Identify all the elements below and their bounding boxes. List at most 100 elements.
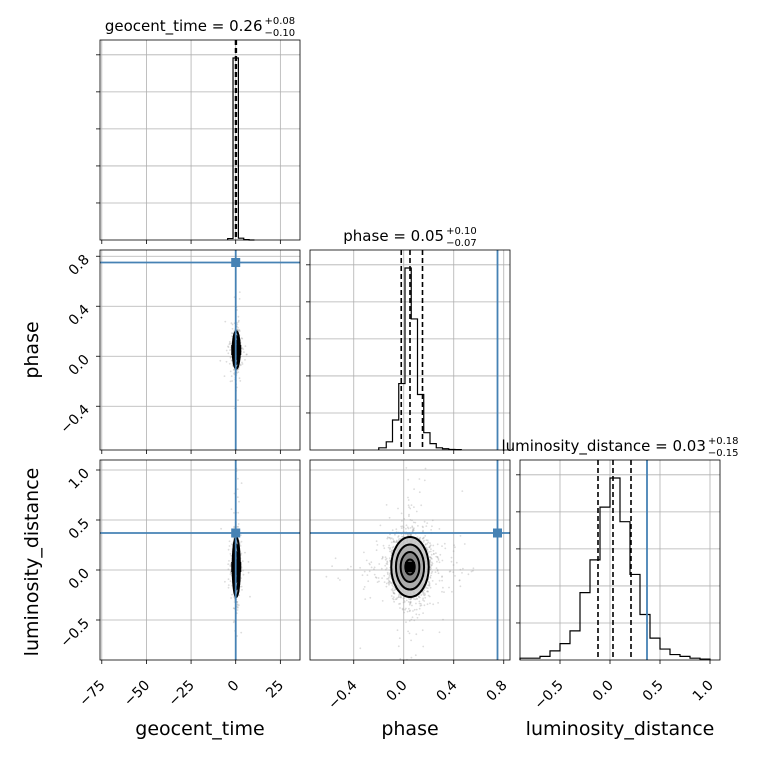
- sample-point: [430, 564, 432, 566]
- sample-point: [405, 467, 408, 469]
- sample-point: [410, 639, 412, 642]
- sample-point: [359, 647, 362, 650]
- y-tick-label: 0.0: [66, 566, 93, 593]
- sample-point: [425, 586, 428, 589]
- title-superscript: +0.18: [708, 436, 739, 447]
- sample-point: [381, 600, 384, 602]
- sample-point: [428, 581, 431, 583]
- sample-point: [422, 529, 424, 532]
- sample-point: [388, 574, 391, 577]
- sample-point: [368, 562, 371, 565]
- sample-point: [410, 504, 413, 506]
- sample-point: [388, 576, 390, 579]
- sample-point: [373, 573, 376, 576]
- x-tick-label: 1.0: [690, 678, 717, 705]
- sample-point: [426, 548, 429, 551]
- sample-point: [411, 604, 413, 607]
- sample-point: [443, 542, 446, 545]
- sample-point: [406, 526, 409, 529]
- sample-point: [427, 594, 430, 597]
- sample-point: [373, 566, 376, 569]
- sample-point: [432, 544, 435, 547]
- sample-point: [424, 535, 427, 537]
- sample-point: [390, 541, 393, 544]
- sample-point: [407, 504, 410, 507]
- sample-point: [452, 564, 455, 566]
- sample-point: [421, 525, 424, 528]
- sample-point: [441, 575, 443, 578]
- sample-point: [392, 541, 395, 543]
- sample-point: [438, 561, 441, 564]
- sample-point: [397, 507, 399, 510]
- sample-point: [425, 539, 428, 542]
- truth-marker: [231, 528, 241, 538]
- sample-point: [431, 561, 433, 564]
- sample-point: [229, 380, 232, 383]
- sample-point: [398, 603, 400, 605]
- sample-point: [415, 602, 417, 605]
- sample-point: [350, 565, 352, 568]
- sample-point: [387, 577, 390, 580]
- sample-point: [437, 602, 439, 604]
- sample-point: [413, 619, 416, 622]
- truth-marker: [231, 258, 241, 267]
- sample-point: [401, 536, 404, 538]
- x-tick-label: −25: [166, 678, 198, 710]
- sample-point: [384, 556, 387, 559]
- sample-point: [393, 589, 396, 592]
- sample-point: [413, 527, 415, 530]
- sample-point: [401, 520, 403, 522]
- sample-point: [449, 570, 452, 572]
- sample-point: [405, 621, 407, 623]
- sample-point: [431, 564, 433, 566]
- sample-point: [437, 572, 440, 575]
- sample-point: [413, 529, 415, 531]
- histogram-geocent_time: [227, 57, 255, 241]
- sample-point: [435, 552, 437, 555]
- sample-point: [395, 598, 398, 600]
- sample-point: [241, 560, 244, 562]
- sample-point: [244, 551, 246, 554]
- sample-point: [408, 597, 410, 600]
- sample-point: [400, 596, 402, 599]
- sample-point: [237, 371, 240, 373]
- sample-point: [241, 589, 243, 591]
- sample-point: [230, 356, 233, 359]
- sample-point: [403, 611, 406, 614]
- sample-point: [408, 603, 411, 606]
- sample-point: [438, 579, 441, 582]
- sample-point: [389, 559, 391, 562]
- sample-point: [393, 600, 395, 603]
- x-axis-label-geocent-time: geocent_time: [135, 718, 264, 740]
- sample-point: [430, 557, 433, 560]
- sample-point: [462, 567, 464, 570]
- title-subscript: −0.15: [708, 448, 739, 459]
- sample-point: [236, 601, 239, 604]
- sample-point: [237, 315, 240, 318]
- sample-point: [428, 583, 431, 586]
- sample-point: [236, 369, 239, 372]
- sample-point: [428, 556, 431, 558]
- sample-point: [422, 526, 424, 529]
- sample-point: [231, 335, 233, 337]
- sample-point: [405, 607, 407, 610]
- sample-point: [249, 595, 251, 598]
- sample-point: [236, 488, 239, 490]
- sample-point: [376, 581, 379, 583]
- sample-point: [401, 535, 403, 538]
- diagonal-panel-luminosity_distance: [519, 459, 721, 661]
- sample-point: [402, 526, 405, 529]
- sample-point: [383, 581, 386, 583]
- sample-point: [231, 323, 234, 326]
- sample-point: [242, 569, 245, 572]
- sample-point: [389, 536, 391, 539]
- sample-point: [384, 558, 387, 561]
- sample-point: [408, 632, 411, 635]
- sample-point: [426, 522, 429, 524]
- sample-point: [402, 597, 405, 600]
- sample-point: [392, 585, 395, 588]
- sample-point: [435, 567, 438, 569]
- sample-point: [238, 298, 241, 300]
- sample-point: [401, 525, 404, 528]
- sample-point: [399, 658, 402, 660]
